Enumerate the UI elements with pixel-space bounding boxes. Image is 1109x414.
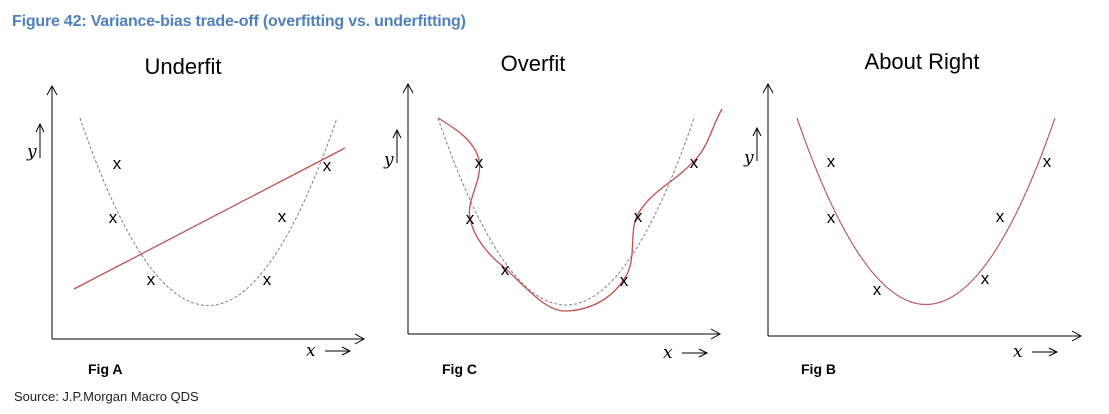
data-point: x (690, 153, 699, 172)
panel-title-overfit: Overfit (501, 51, 566, 76)
panel-about-right: About Right y x x x x x x x Fig B (743, 49, 1083, 377)
x-axis-arrowhead (1071, 330, 1083, 342)
data-point: x (634, 207, 643, 226)
source-note: Source: J.P.Morgan Macro QDS (14, 389, 199, 404)
panel-title-underfit: Underfit (144, 54, 221, 79)
reference-curve (437, 117, 695, 306)
x-axis-label: x (663, 343, 673, 363)
data-point: x (475, 153, 484, 172)
data-point: x (278, 207, 287, 226)
panel-overfit: Overfit y x x x x x x x Fig C (383, 51, 723, 377)
x-axis-arrowhead (710, 328, 722, 340)
data-point: x (263, 270, 272, 289)
data-point: x (981, 269, 990, 288)
data-point: x (827, 208, 836, 227)
reference-curve (796, 117, 1056, 305)
data-point: x (109, 208, 118, 227)
data-point: x (113, 154, 122, 173)
y-axis-label: y (383, 150, 394, 170)
data-point: x (147, 270, 156, 289)
data-point: x (620, 271, 629, 290)
data-point: x (323, 156, 332, 175)
panel-underfit: Underfit y x x x x x x x Fig A (26, 54, 366, 377)
figure-title: Figure 42: Variance-bias trade-off (over… (12, 13, 466, 30)
reference-curve (79, 117, 338, 306)
data-point: x (1043, 152, 1052, 171)
y-label-arrowhead (35, 122, 45, 133)
data-point: x (827, 152, 836, 171)
x-label-arrowhead (1048, 347, 1059, 357)
y-label-arrowhead (392, 128, 402, 139)
data-point: x (873, 280, 882, 299)
y-axis-arrowhead (46, 84, 58, 96)
data-point: x (501, 260, 510, 279)
panel-title-about-right: About Right (865, 49, 980, 74)
fig-label-a: Fig A (88, 361, 122, 377)
y-axis-label: y (26, 142, 37, 162)
x-axis-label: x (1013, 342, 1023, 362)
quadratic-fit-curve (796, 117, 1056, 305)
overfit-curve (437, 108, 723, 312)
fig-label-c: Fig C (442, 361, 477, 377)
data-point: x (466, 209, 475, 228)
x-label-arrowhead (341, 346, 352, 356)
x-axis-label: x (306, 341, 316, 361)
linear-fit-line (73, 147, 346, 290)
y-axis-arrowhead (762, 82, 774, 94)
x-label-arrowhead (698, 348, 709, 358)
x-axis-arrowhead (354, 333, 366, 345)
fig-label-b: Fig B (801, 361, 836, 377)
data-point: x (996, 207, 1005, 226)
y-axis-arrowhead (402, 82, 414, 94)
y-axis-label: y (743, 148, 754, 168)
y-label-arrowhead (752, 126, 762, 137)
